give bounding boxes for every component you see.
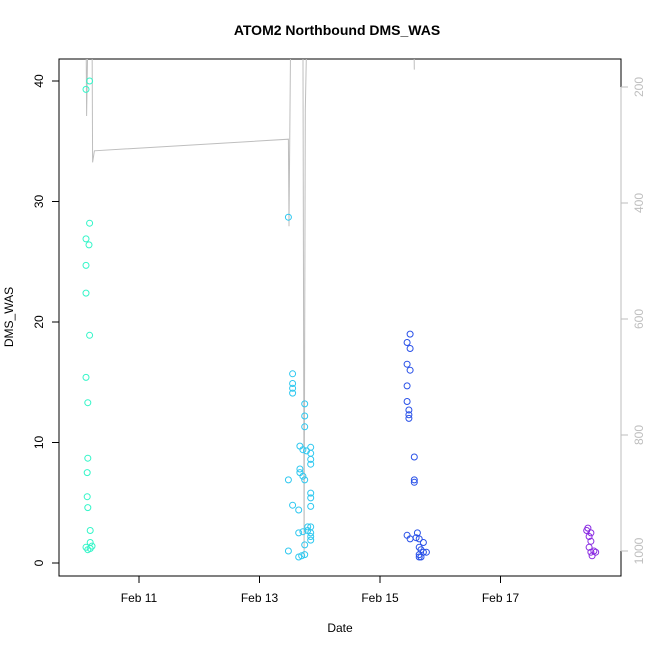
y-axis-label: DMS_WAS <box>2 287 16 347</box>
data-point <box>83 493 91 501</box>
data-point <box>284 547 292 555</box>
data-point <box>289 501 297 509</box>
y-tick-label: 30 <box>32 195 46 209</box>
data-point <box>307 494 315 502</box>
data-point <box>86 545 94 552</box>
secondary-y-tick-label: 600 <box>632 309 646 329</box>
data-point <box>84 399 92 407</box>
x-axis: Feb 11 Feb 13 Feb 15 Feb 17 <box>121 575 520 605</box>
data-point <box>86 77 94 85</box>
data-point <box>82 85 90 93</box>
data-point <box>84 454 92 462</box>
secondary-y-tick-label: 400 <box>632 193 646 213</box>
x-tick-label: Feb 15 <box>361 591 399 605</box>
data-point <box>289 370 297 378</box>
secondary-y-tick-label: 1000 <box>632 537 646 564</box>
y-tick-label: 0 <box>32 559 46 566</box>
data-point <box>82 235 90 243</box>
depth-line <box>85 59 415 557</box>
data-point <box>301 423 309 431</box>
data-point <box>295 529 303 537</box>
data-point <box>301 400 309 408</box>
data-point <box>592 548 600 556</box>
x-axis-label: Date <box>327 621 353 635</box>
y-axis: 0 10 20 30 40 <box>32 74 60 566</box>
x-tick-label: Feb 13 <box>241 591 279 605</box>
data-point <box>86 527 94 534</box>
data-point <box>415 535 423 543</box>
data-point <box>295 553 303 561</box>
data-point <box>585 533 593 540</box>
data-point <box>83 469 91 477</box>
data-point <box>304 523 312 531</box>
data-point <box>86 219 94 227</box>
data-point <box>406 345 414 352</box>
secondary-y-axis: 200 400 600 800 1000 <box>620 77 646 564</box>
data-point <box>296 465 304 473</box>
data-point <box>403 382 411 390</box>
data-point <box>588 552 596 560</box>
data-point <box>307 489 315 497</box>
data-point <box>410 478 418 486</box>
data-point <box>410 476 418 484</box>
data-point <box>299 528 307 536</box>
data-point <box>406 366 414 374</box>
data-point <box>289 384 297 392</box>
data-point <box>307 502 315 510</box>
y-tick-label: 20 <box>32 315 46 329</box>
y-tick-label: 40 <box>32 74 46 88</box>
data-point <box>307 529 315 537</box>
data-point <box>307 536 315 544</box>
data-point <box>82 373 90 381</box>
data-point <box>587 548 595 556</box>
data-point <box>419 539 427 546</box>
data-point <box>301 476 309 484</box>
data-point <box>85 241 93 249</box>
data-point <box>307 460 315 468</box>
data-point <box>299 446 307 454</box>
chart-title: ATOM2 Northbound DMS_WAS <box>234 22 440 38</box>
data-point <box>422 548 430 556</box>
data-point <box>82 289 90 297</box>
data-point <box>301 541 309 549</box>
data-point <box>415 553 423 561</box>
data-point <box>82 261 90 269</box>
data-point <box>295 506 303 514</box>
secondary-y-tick-label: 800 <box>632 425 646 445</box>
data-point <box>403 339 411 346</box>
data-point <box>289 389 297 397</box>
data-point <box>299 472 307 480</box>
data-point <box>284 213 292 221</box>
x-tick-label: Feb 11 <box>121 591 158 605</box>
data-point <box>412 534 420 542</box>
data-point <box>86 331 94 339</box>
plot-frame <box>58 58 622 577</box>
data-point <box>307 443 315 451</box>
y-tick-label: 10 <box>32 436 46 450</box>
data-point <box>284 476 292 484</box>
data-point <box>405 411 413 419</box>
data-point <box>406 330 414 338</box>
data-point <box>405 414 413 422</box>
data-point <box>403 398 411 405</box>
data-point <box>583 527 591 534</box>
x-tick-label: Feb 17 <box>482 591 520 605</box>
data-point <box>307 533 315 540</box>
data-points-layer <box>82 77 600 561</box>
data-point <box>301 412 309 420</box>
data-point <box>307 455 315 463</box>
depth-line-layer <box>85 59 415 557</box>
data-point <box>84 504 92 512</box>
data-point <box>289 380 297 387</box>
data-point <box>405 406 413 414</box>
secondary-y-tick-label: 200 <box>632 77 646 97</box>
data-point <box>410 453 418 461</box>
data-point <box>403 360 411 368</box>
data-point <box>585 543 593 551</box>
